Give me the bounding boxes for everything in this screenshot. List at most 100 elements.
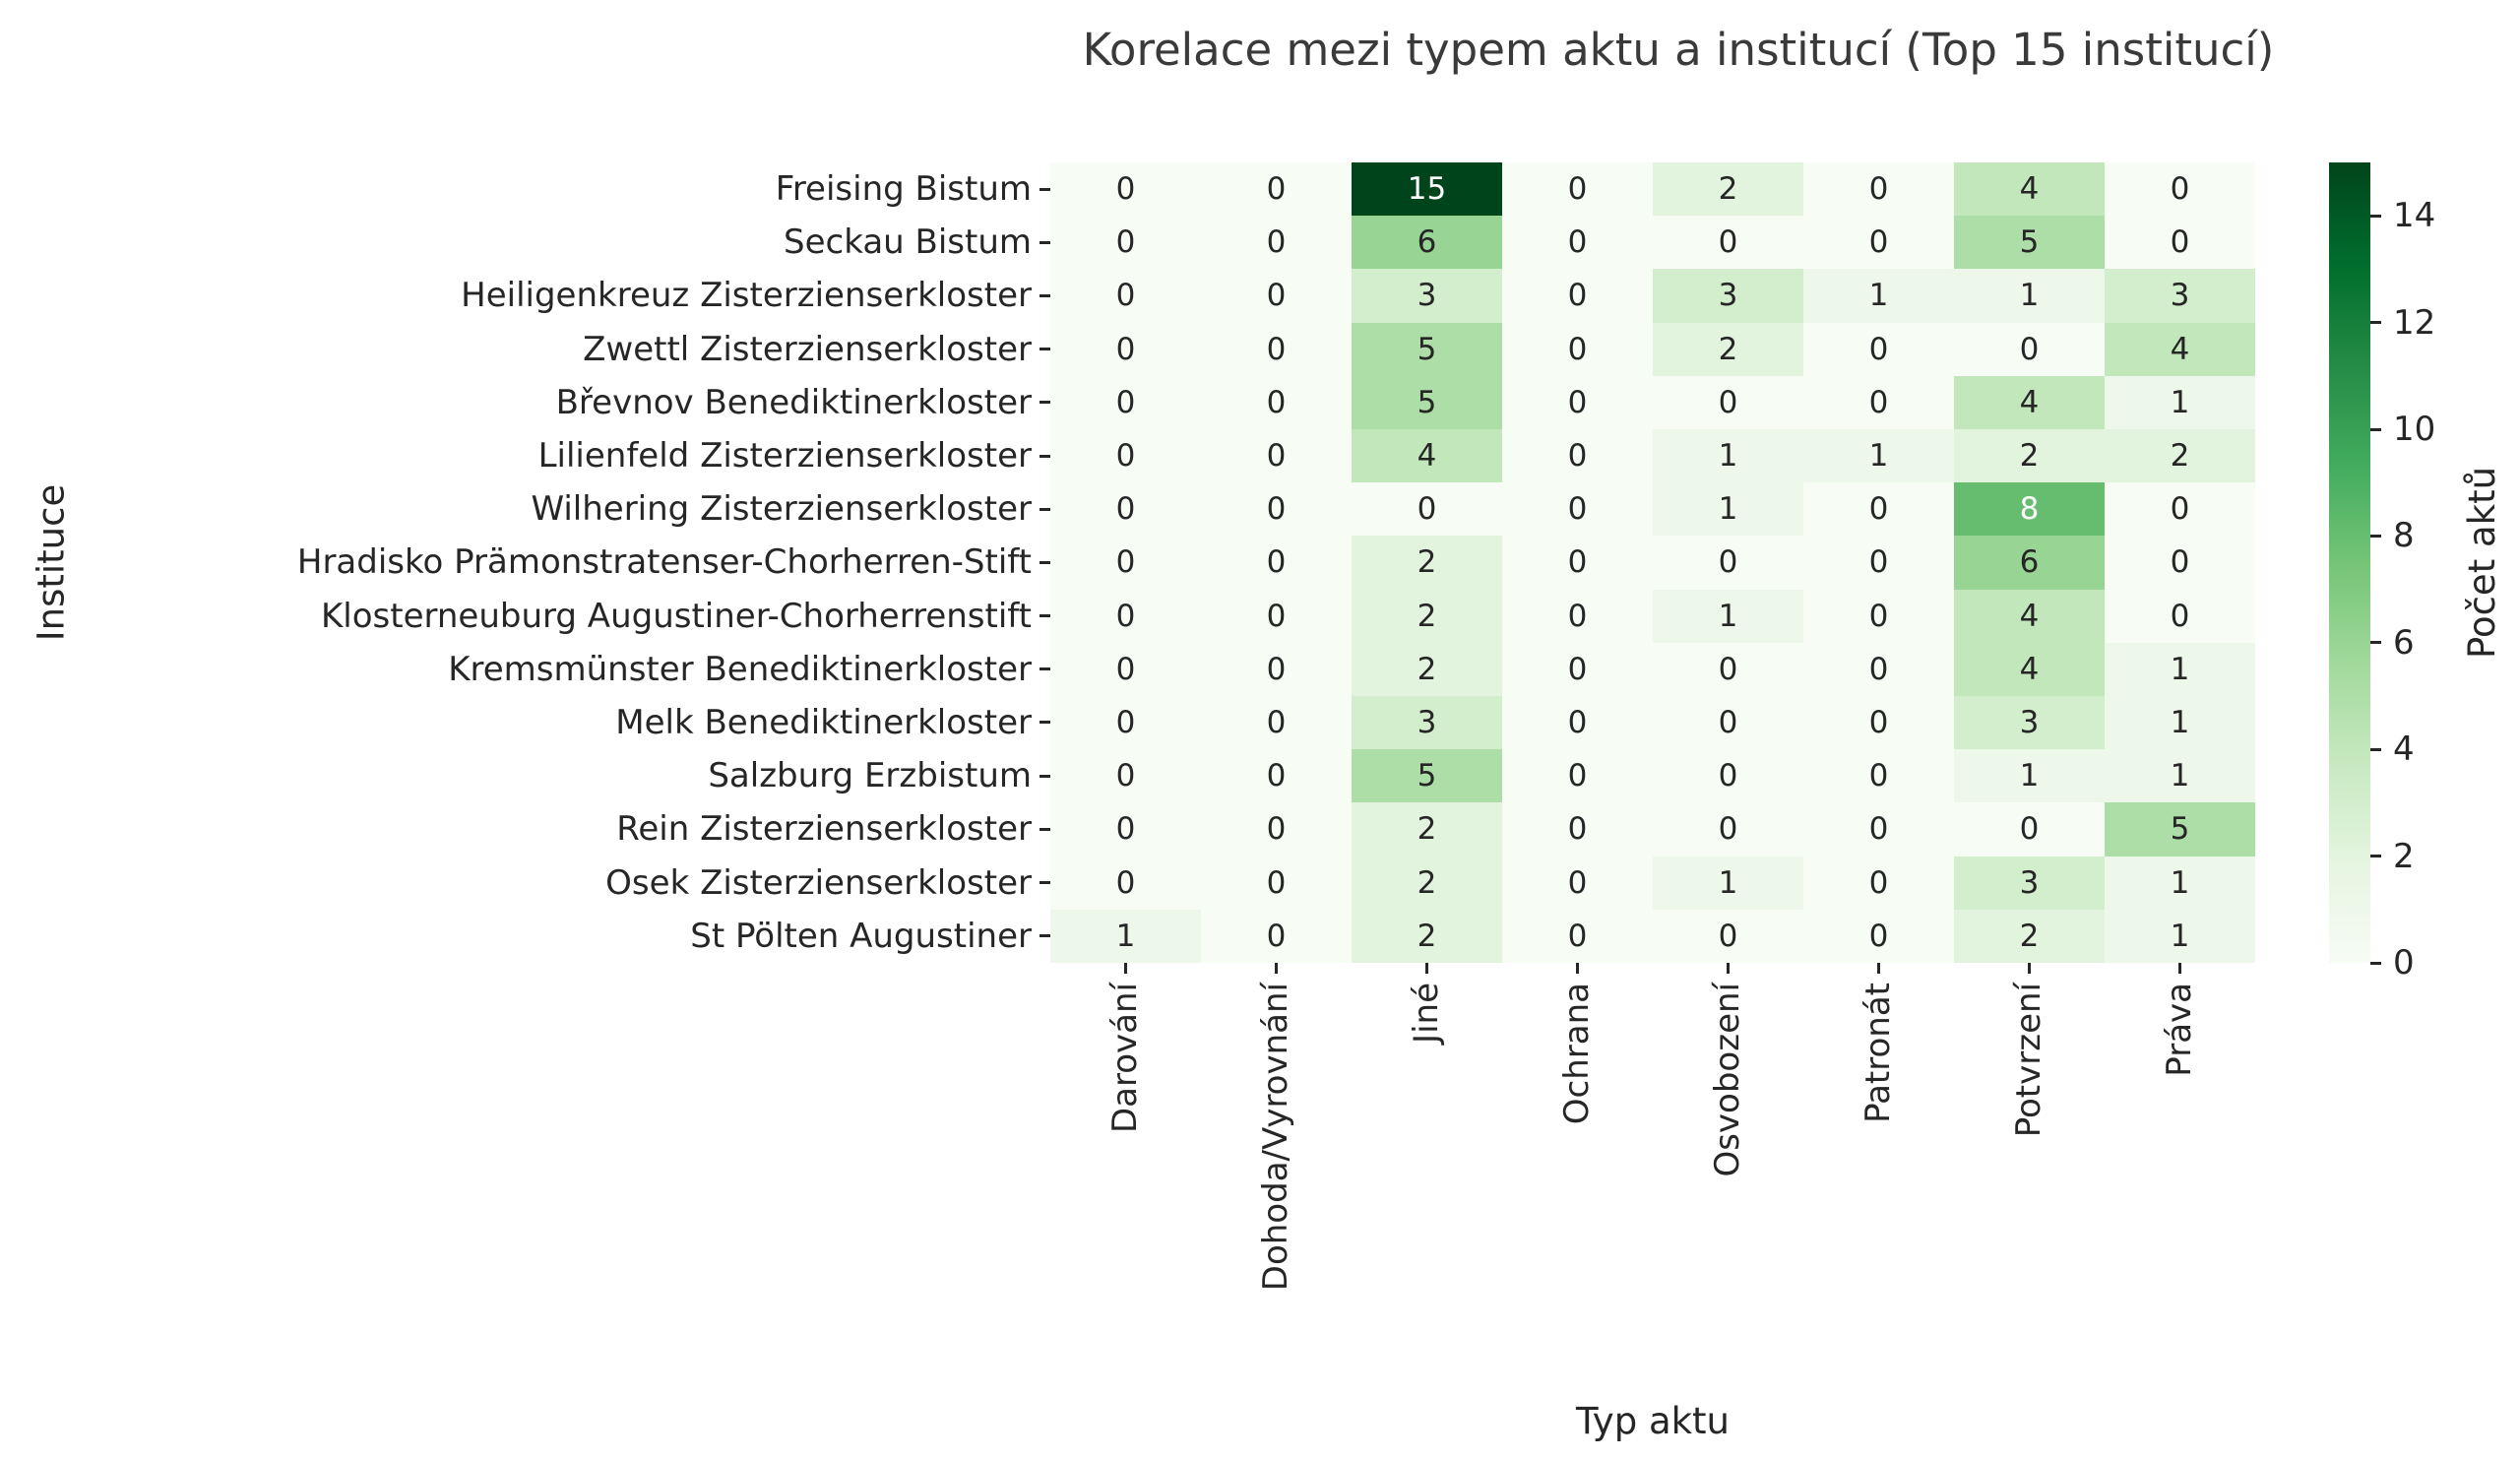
cell-value: 1: [1718, 491, 1738, 528]
colorbar-tick-mark: [2370, 855, 2381, 858]
heatmap-cell: 1: [1653, 856, 1803, 910]
x-tick-mark: [1576, 963, 1579, 974]
y-tick-mark: [1040, 187, 1050, 191]
heatmap-cell: 0: [1050, 696, 1201, 750]
colorbar-tick: 0: [2370, 943, 2415, 983]
x-tick-mark: [1425, 963, 1428, 974]
cell-value: 1: [2170, 864, 2190, 901]
heatmap-cell: 0: [1954, 322, 2105, 376]
heatmap-cell: 0: [1803, 536, 1954, 590]
heatmap-cell: 1: [2105, 642, 2255, 696]
colorbar-tick-text: 6: [2393, 622, 2415, 663]
x-tick-text: Osvobození: [1707, 983, 1747, 1177]
y-tick-label: Lilienfeld Zisterzienserkloster: [0, 429, 1050, 482]
heatmap-cell: 0: [1050, 536, 1201, 590]
x-tick-text: Dohoda/Vyrovnání: [1255, 983, 1295, 1292]
y-tick-label: Rein Zisterzienserkloster: [0, 802, 1050, 856]
cell-value: 8: [2019, 491, 2040, 528]
cell-value: 1: [2170, 651, 2190, 687]
cell-value: 0: [1115, 651, 1136, 687]
cell-value: 1: [2170, 918, 2190, 954]
cell-value: 0: [1718, 544, 1738, 581]
cell-value: 0: [1868, 918, 1889, 954]
cell-value: 0: [1266, 438, 1287, 475]
heatmap-cell: 0: [1352, 482, 1502, 537]
heatmap-cell: 0: [1502, 482, 1653, 537]
y-tick-labels: Freising Bistum Seckau Bistum Heiligenkreu…: [0, 162, 1050, 963]
colorbar-tick-text: 10: [2393, 410, 2436, 449]
cell-value: 1: [2019, 278, 2040, 314]
x-tick-text: Ochrana: [1556, 983, 1597, 1125]
y-tick-text: Zwettl Zisterzienserkloster: [583, 329, 1032, 369]
colorbar-tick-mark: [2370, 641, 2381, 645]
cell-value: 4: [2019, 598, 2040, 634]
heatmap-cell: 1: [2105, 909, 2255, 963]
y-tick-label: St Pölten Augustiner: [0, 910, 1050, 963]
cell-value: 0: [1567, 758, 1588, 794]
heatmap-cell: 0: [1653, 696, 1803, 750]
heatmap-cell: 0: [1050, 482, 1201, 537]
cell-value: 1: [2170, 384, 2190, 420]
cell-value: 6: [1417, 224, 1437, 261]
heatmap-cell: 0: [1502, 642, 1653, 696]
heatmap-cell: 0: [1201, 429, 1352, 483]
heatmap-cell: 0: [1653, 375, 1803, 429]
cell-value: 2: [1417, 651, 1437, 687]
cell-value: 2: [1417, 811, 1437, 848]
y-tick-mark: [1040, 401, 1050, 405]
heatmap-cell: 0: [1502, 749, 1653, 803]
heatmap-cell: 2: [1352, 856, 1502, 910]
cell-value: 0: [1115, 171, 1136, 208]
y-tick-mark: [1040, 934, 1050, 938]
y-tick-mark: [1040, 454, 1050, 458]
y-tick-text: Kremsmünster Benediktinerkloster: [448, 649, 1032, 689]
cell-value: 0: [1266, 918, 1287, 954]
colorbar-ticks: 0 2 4 6 8 10 12 14: [2370, 162, 2518, 983]
heatmap-cell: 0: [1050, 375, 1201, 429]
heatmap-cell: 0: [1050, 429, 1201, 483]
cell-value: 2: [1718, 171, 1738, 208]
x-tick-text: Patronát: [1858, 983, 1898, 1123]
cell-value: 2: [1417, 598, 1437, 634]
heatmap-cell: 4: [1352, 429, 1502, 483]
y-tick-text: Rein Zisterzienserkloster: [616, 809, 1032, 850]
cell-value: 5: [1417, 758, 1437, 794]
cell-value: 5: [1417, 331, 1437, 367]
y-tick-text: Hradisko Prämonstratenser-Chorherren-Sti…: [296, 542, 1032, 583]
cell-value: 0: [1266, 651, 1287, 687]
cell-value: 0: [1868, 705, 1889, 741]
colorbar-tick: 8: [2370, 516, 2415, 555]
cell-value: 0: [1266, 864, 1287, 901]
cell-value: 5: [2170, 811, 2190, 848]
heatmap-cell: 5: [1352, 375, 1502, 429]
heatmap-cell: 0: [2105, 536, 2255, 590]
heatmap-cell: 0: [1201, 375, 1352, 429]
heatmap-cell: 15: [1352, 162, 1502, 217]
cell-value: 1: [1868, 438, 1889, 475]
heatmap-cell: 0: [2105, 216, 2255, 270]
heatmap-cell: 2: [1352, 642, 1502, 696]
heatmap-cell: 2: [1954, 909, 2105, 963]
heatmap-cell: 2: [2105, 429, 2255, 483]
y-tick-label: Melk Benediktinerkloster: [0, 696, 1050, 749]
cell-value: 0: [1868, 331, 1889, 367]
cell-value: 1: [1868, 278, 1889, 314]
y-tick-text: Klosterneuburg Augustiner-Chorherrenstif…: [321, 596, 1032, 636]
cell-value: 2: [1417, 864, 1437, 901]
cell-value: 0: [1718, 758, 1738, 794]
heatmap-cell: 0: [1050, 802, 1201, 857]
cell-value: 1: [1718, 598, 1738, 634]
heatmap-cell: 6: [1954, 536, 2105, 590]
heatmap-cell: 1: [1954, 269, 2105, 323]
cell-value: 0: [1567, 491, 1588, 528]
cell-value: 3: [1417, 278, 1437, 314]
y-tick-text: St Pölten Augustiner: [690, 916, 1032, 956]
colorbar-tick-text: 4: [2393, 730, 2415, 770]
colorbar-tick-mark: [2370, 747, 2381, 751]
cell-value: 1: [2170, 705, 2190, 741]
cell-value: 2: [1718, 331, 1738, 367]
cell-value: 0: [1567, 918, 1588, 954]
cell-value: 3: [2170, 278, 2190, 314]
cell-value: 0: [1718, 384, 1738, 420]
cell-value: 0: [1567, 438, 1588, 475]
